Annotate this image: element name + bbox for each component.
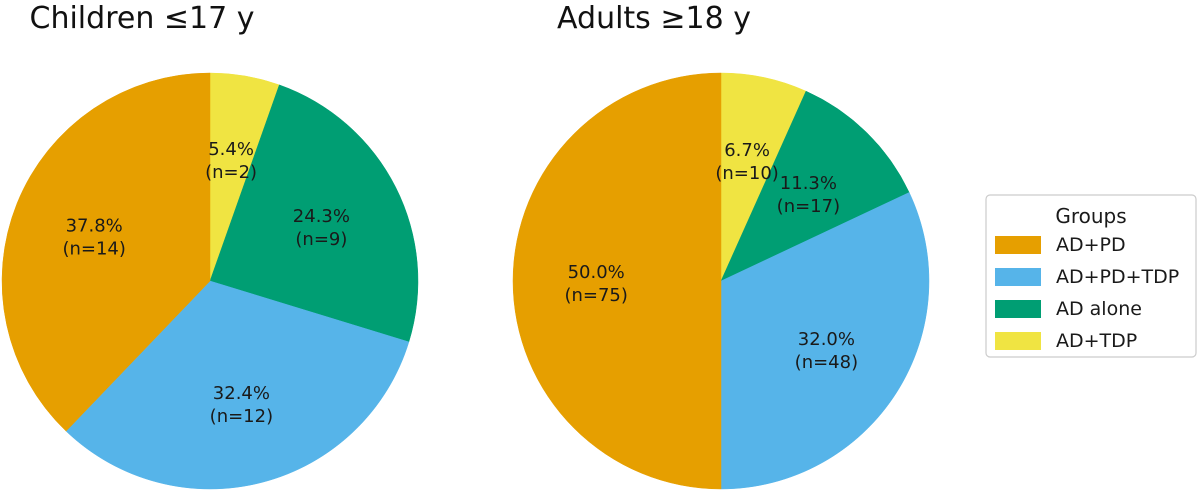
slice-count-label: (n=17): [777, 196, 840, 217]
slice-percent-label: 37.8%: [66, 216, 123, 237]
slice-percent-label: 32.0%: [798, 329, 855, 350]
slice-count-label: (n=48): [795, 352, 858, 373]
legend-title: Groups: [1055, 204, 1126, 228]
slice-count-label: (n=9): [295, 229, 347, 250]
pie-slice: [65, 280, 410, 490]
legend-swatch: [995, 268, 1041, 286]
legend: Groups AD+PD AD+PD+TDP AD alone AD+TDP: [985, 194, 1197, 358]
slice-percent-label: 24.3%: [293, 206, 350, 227]
slice-percent-label: 5.4%: [208, 139, 254, 160]
legend-label: AD+TDP: [1056, 330, 1137, 352]
slice-count-label: (n=10): [715, 163, 778, 184]
slice-count-label: (n=12): [210, 406, 273, 427]
chart-title: Children ≤17 y: [30, 1, 255, 36]
slice-count-label: (n=75): [564, 285, 627, 306]
slice-percent-label: 50.0%: [568, 262, 625, 283]
pie-slice: [512, 72, 722, 490]
pie-chart-adults: Adults ≥18 y 6.7%(n=10) 11.3%(n=17)32.0%(…: [512, 1, 930, 490]
legend-swatch: [995, 300, 1041, 318]
pie-slice: [720, 192, 930, 490]
legend-label: AD alone: [1056, 298, 1142, 320]
pie-slice: [1, 72, 211, 432]
slice-percent-label: 11.3%: [780, 173, 837, 194]
slice-percent-label: 6.7%: [724, 140, 770, 161]
legend-label: AD+PD+TDP: [1056, 266, 1179, 288]
legend-swatch: [995, 236, 1041, 254]
slice-count-label: (n=2): [205, 162, 257, 183]
pie-labels: 6.7%(n=10) 11.3%(n=17) 32.0%(n=48) 50.0%(n=…: [564, 140, 858, 373]
pie-chart-children: Children ≤17 y 5.4%(n=2)24.3%(n=9)32.4%(…: [1, 1, 419, 490]
pie-slice: [720, 90, 910, 282]
slice-count-label: (n=14): [62, 239, 125, 260]
pie-labels: 5.4%(n=2) 24.3%(n=9) 32.4%(n=12) 37.8%(n=14…: [62, 139, 350, 427]
pie-slices: [1, 72, 419, 490]
legend-items: AD+PD AD+PD+TDP AD alone AD+TDP: [995, 234, 1179, 352]
slice-percent-label: 32.4%: [213, 383, 270, 404]
legend-label: AD+PD: [1056, 234, 1126, 256]
chart-title: Adults ≥18 y: [557, 1, 751, 36]
pie-slice: [209, 84, 419, 343]
pie-slices: [512, 72, 930, 490]
legend-swatch: [995, 332, 1041, 350]
